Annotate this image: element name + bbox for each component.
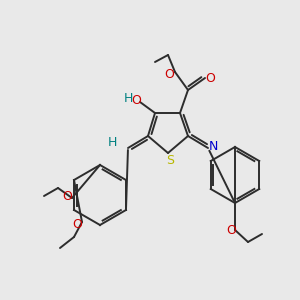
Text: H: H	[107, 136, 117, 148]
Text: H: H	[123, 92, 133, 104]
Text: O: O	[226, 224, 236, 238]
Text: O: O	[62, 190, 72, 202]
Text: O: O	[72, 218, 82, 230]
Text: O: O	[205, 71, 215, 85]
Text: S: S	[166, 154, 174, 166]
Text: O: O	[131, 94, 141, 106]
Text: N: N	[208, 140, 218, 152]
Text: O: O	[164, 68, 174, 80]
